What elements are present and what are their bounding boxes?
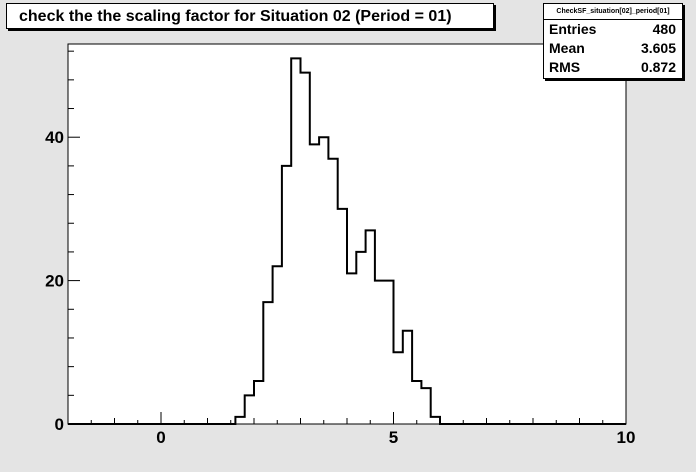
tick-labels: 0 5 10 0 20 40 — [45, 128, 635, 447]
chart-title: check the the scaling factor for Situati… — [6, 3, 494, 29]
stats-row-rms: RMS 0.872 — [544, 58, 682, 77]
y-tick-label: 40 — [45, 128, 64, 147]
x-tick-label: 5 — [389, 428, 398, 447]
histogram-outline — [68, 57, 626, 425]
stats-label: Entries — [549, 21, 597, 37]
stats-label: Mean — [549, 40, 585, 56]
x-tick-label: 10 — [617, 428, 636, 447]
plot-frame — [67, 43, 627, 425]
y-tick-label: 20 — [45, 272, 64, 291]
stats-value: 0.872 — [640, 59, 676, 75]
stats-value: 480 — [652, 21, 676, 37]
stats-label: RMS — [549, 59, 581, 75]
y-tick-label: 0 — [55, 415, 64, 434]
stats-row-entries: Entries 480 — [544, 20, 682, 39]
stats-value: 3.605 — [640, 40, 676, 56]
stats-name: CheckSF_situation[02]_period[01] — [544, 4, 682, 20]
x-tick-label: 0 — [156, 428, 165, 447]
stats-row-mean: Mean 3.605 — [544, 39, 682, 58]
stats-box: CheckSF_situation[02]_period[01] Entries… — [543, 3, 683, 79]
